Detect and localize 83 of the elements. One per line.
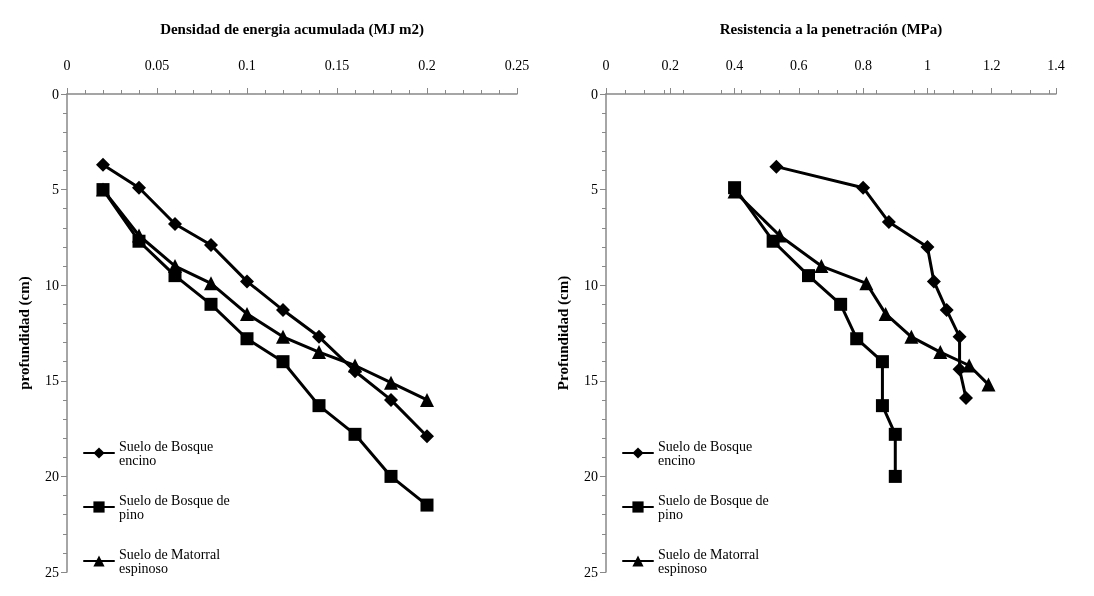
- point: [888, 427, 902, 441]
- point: [850, 332, 864, 346]
- point: [904, 329, 919, 344]
- x-tick-label: 0.8: [854, 57, 872, 73]
- legend-label: Suelo de Bosque encino: [119, 438, 217, 468]
- point: [859, 276, 874, 291]
- point: [875, 399, 889, 413]
- point: [420, 392, 434, 407]
- point: [952, 362, 967, 377]
- point: [168, 259, 182, 274]
- point: [981, 377, 996, 392]
- point: [420, 429, 434, 444]
- legend-label: Suelo de Bosque encino: [658, 438, 756, 468]
- point: [933, 345, 948, 360]
- x-axis-title: Densidad de energia acumulada (MJ m2): [160, 20, 424, 38]
- point: [856, 180, 871, 195]
- point: [926, 274, 941, 289]
- point: [204, 276, 218, 291]
- point: [240, 306, 254, 321]
- x-tick-label: 0.2: [661, 57, 680, 73]
- point: [312, 329, 326, 344]
- point: [834, 297, 848, 311]
- point: [204, 297, 218, 311]
- point: [875, 355, 889, 369]
- y-tick-label: 20: [45, 468, 59, 484]
- point: [276, 303, 290, 318]
- y-tick-label: 15: [45, 373, 59, 389]
- point: [384, 392, 398, 407]
- point: [384, 375, 398, 390]
- point: [132, 180, 146, 195]
- y-tick-label: 5: [52, 182, 59, 198]
- x-tick-label: 1: [923, 57, 931, 73]
- legend-label: Suelo de Bosque de pino: [658, 492, 773, 522]
- point: [384, 469, 398, 483]
- point: [881, 215, 896, 230]
- point: [96, 157, 110, 172]
- x-tick-label: 1.2: [982, 57, 1001, 73]
- point: [240, 274, 254, 289]
- point: [769, 159, 784, 174]
- point: [276, 355, 290, 369]
- x-tick-label: 0.2: [418, 57, 436, 73]
- point: [348, 358, 362, 373]
- y-tick-label: 0: [52, 86, 59, 102]
- point: [276, 329, 290, 344]
- y-tick-label: 10: [584, 277, 598, 293]
- y-tick-label: 0: [591, 86, 598, 102]
- y-tick-label: 10: [45, 277, 59, 293]
- point: [312, 399, 326, 413]
- y-axis-title: Profundidad (cm): [554, 275, 572, 391]
- y-tick-label: 25: [45, 564, 59, 580]
- point: [348, 427, 362, 441]
- x-tick-label: 0.1: [238, 57, 256, 73]
- point: [204, 238, 218, 253]
- point: [952, 329, 967, 344]
- point: [168, 217, 182, 232]
- x-tick-label: 0.6: [790, 57, 808, 73]
- y-tick-label: 5: [591, 182, 598, 198]
- legend-label: Suelo de Matorral espinoso: [119, 546, 224, 576]
- y-tick-label: 25: [584, 564, 598, 580]
- x-tick-label: 0.4: [725, 57, 744, 73]
- y-tick-label: 20: [584, 468, 598, 484]
- y-tick-label: 15: [584, 373, 598, 389]
- legend-label: Suelo de Matorral espinoso: [658, 546, 763, 576]
- x-tick-label: 0.25: [504, 57, 530, 73]
- point: [814, 259, 829, 274]
- x-tick-label: 0: [602, 57, 610, 73]
- x-tick-label: 0: [63, 57, 71, 73]
- point: [420, 498, 434, 512]
- point: [920, 239, 935, 254]
- point: [240, 332, 254, 346]
- y-axis-title: profundidad (cm): [15, 276, 33, 390]
- x-axis-title: Resistencia a la penetración (MPa): [719, 20, 943, 38]
- x-tick-label: 1.4: [1047, 57, 1065, 73]
- x-tick-label: 0.05: [144, 57, 170, 73]
- point: [878, 306, 893, 321]
- legend-label: Suelo de Bosque de pino: [119, 492, 234, 522]
- point: [888, 469, 902, 483]
- point: [962, 358, 977, 373]
- point: [959, 391, 973, 406]
- point: [802, 269, 815, 283]
- x-tick-label: 0.15: [324, 57, 350, 73]
- point: [939, 303, 954, 318]
- point: [312, 345, 326, 360]
